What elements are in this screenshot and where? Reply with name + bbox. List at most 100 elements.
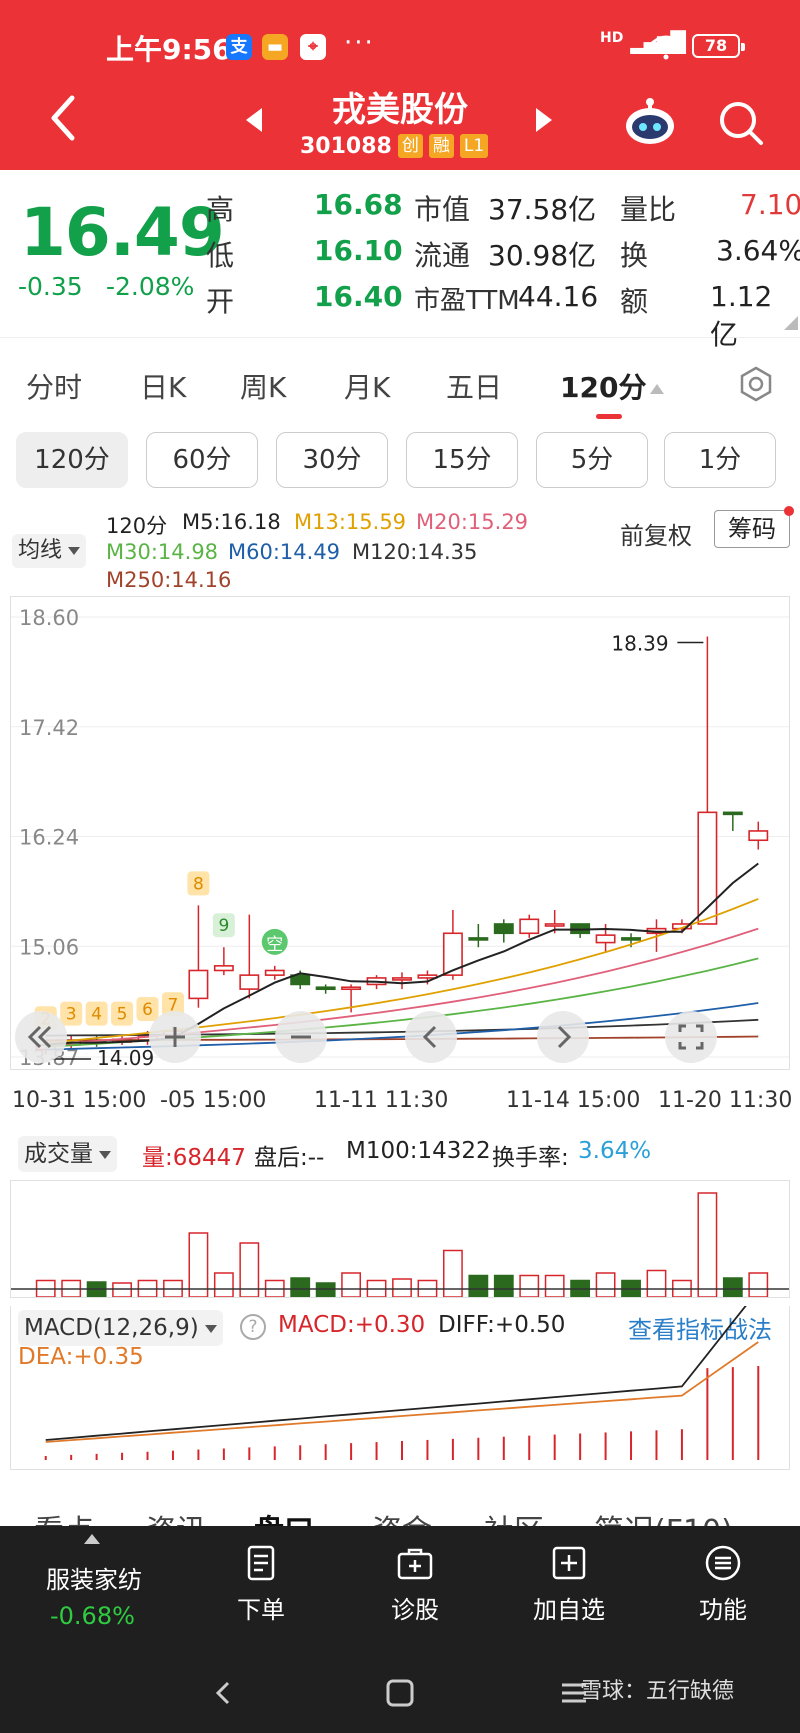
- nav-home-icon[interactable]: [382, 1675, 418, 1711]
- caret-up-icon: [84, 1534, 100, 1544]
- diagnose-label: 诊股: [391, 1596, 439, 1624]
- marker-label: 6: [142, 1000, 153, 1020]
- volume-chart-svg: [11, 1192, 789, 1298]
- search-icon[interactable]: [716, 98, 766, 148]
- kline-chart[interactable]: 18.6017.4216.2415.0613.8718.3914.0923456…: [10, 596, 790, 1070]
- volume-bar: [544, 1274, 565, 1298]
- dropdown-icon: [99, 1150, 111, 1159]
- count-marker: [60, 1001, 83, 1026]
- candle-body: [748, 830, 769, 842]
- amount-value: 1.12亿: [710, 280, 773, 351]
- candle-body: [493, 923, 514, 935]
- sector-name[interactable]: 服装家纺: [46, 1566, 142, 1594]
- robot-assistant-icon[interactable]: [622, 96, 678, 146]
- turnover-rate-value: 3.64%: [578, 1138, 652, 1164]
- macd-dea: DEA:+0.35: [18, 1344, 144, 1370]
- tab-monthly-k[interactable]: 月K: [344, 371, 391, 404]
- order-label: 下单: [237, 1596, 285, 1624]
- tab-order-book[interactable]: 盘口: [254, 1506, 314, 1526]
- caret-up-icon: [650, 384, 665, 394]
- candle-body: [519, 918, 540, 935]
- volume-selector-label: 成交量: [24, 1141, 93, 1167]
- pan-right-button[interactable]: [536, 1010, 590, 1064]
- tab-daily-k[interactable]: 日K: [140, 371, 187, 404]
- volume-bar: [112, 1282, 132, 1298]
- ma-selector[interactable]: 均线: [12, 534, 87, 568]
- nav-menu-icon[interactable]: [556, 1675, 592, 1711]
- volume-bar: [646, 1269, 667, 1298]
- tab-five-day[interactable]: 五日: [446, 371, 503, 404]
- zoom-in-button[interactable]: [148, 1010, 202, 1064]
- x-label-3: 11-14 15:00: [506, 1088, 641, 1113]
- subtab-30min[interactable]: 30分: [276, 432, 388, 488]
- subtab-120min[interactable]: 120分: [16, 432, 128, 488]
- tab-intraday[interactable]: 分时: [26, 371, 83, 404]
- volume-selector[interactable]: 成交量: [18, 1136, 117, 1172]
- diagnose-button[interactable]: 诊股: [360, 1544, 470, 1625]
- volume-bar: [519, 1274, 540, 1298]
- volume-bar: [595, 1272, 616, 1298]
- tab-weekly-k[interactable]: 周K: [240, 371, 287, 404]
- subtab-60min[interactable]: 60分: [146, 432, 258, 488]
- chips-button[interactable]: 筹码: [714, 510, 790, 548]
- after-hours: 盘后:--: [254, 1145, 325, 1171]
- adjust-mode-button[interactable]: 前复权: [620, 522, 692, 550]
- candle-body: [595, 934, 616, 944]
- functions-button[interactable]: 功能: [668, 1544, 778, 1625]
- indicator-strategy-link[interactable]: 查看指标战法: [628, 1316, 772, 1344]
- ma-m250: M250:14.16: [106, 568, 232, 592]
- order-button[interactable]: 下单: [206, 1544, 316, 1625]
- pan-left-button[interactable]: [404, 1010, 458, 1064]
- volume-bar: [290, 1277, 311, 1298]
- new-dot-icon: [784, 506, 794, 516]
- turnover-label: 换: [620, 239, 649, 272]
- prev-stock-button[interactable]: [246, 108, 262, 132]
- help-icon[interactable]: ?: [240, 1314, 266, 1340]
- tab-capital[interactable]: 资金: [372, 1506, 432, 1526]
- ma-m13: M13:15.59: [294, 510, 407, 534]
- back-button[interactable]: [40, 88, 86, 148]
- next-stock-button[interactable]: [536, 108, 552, 132]
- subtab-5min[interactable]: 5分: [536, 432, 648, 488]
- ma-m20: M20:15.29: [416, 510, 529, 534]
- subtab-15min[interactable]: 15分: [406, 432, 518, 488]
- y-tick-label: 18.60: [19, 606, 79, 630]
- marker-label: 7: [168, 995, 179, 1015]
- stock-code: 301088: [300, 133, 392, 159]
- tab-120min[interactable]: 120分: [560, 366, 665, 406]
- volume-bar: [722, 1277, 743, 1298]
- tab-community[interactable]: 社区: [484, 1506, 544, 1526]
- macd-chart: [10, 1289, 790, 1470]
- x-label-1: -05 15:00: [160, 1088, 267, 1113]
- tab-news[interactable]: 资讯: [146, 1506, 206, 1526]
- add-watchlist-label: 加自选: [533, 1596, 605, 1624]
- tab-f10[interactable]: 简况(F10): [594, 1506, 733, 1526]
- macd-selector[interactable]: MACD(12,26,9): [18, 1310, 223, 1346]
- tag-l1: L1: [459, 134, 489, 158]
- quote-panel: 16.49 -0.35 -2.08% 高 16.68 低 16.10 开 16.…: [0, 170, 800, 351]
- add-watchlist-button[interactable]: 加自选: [514, 1544, 624, 1625]
- tag-chuang: 创: [397, 134, 423, 158]
- max-price-label: 18.39: [611, 632, 668, 656]
- functions-label: 功能: [699, 1596, 747, 1624]
- volume-bar: [468, 1274, 489, 1298]
- marker-label: 9: [218, 916, 229, 936]
- expand-corner-icon[interactable]: [784, 316, 798, 330]
- x-label-0: 10-31 15:00: [12, 1088, 147, 1113]
- more-notifications-icon: ···: [344, 28, 375, 58]
- volume-bar: [442, 1249, 463, 1298]
- rewind-button[interactable]: [14, 1010, 68, 1064]
- settings-hexagon-icon[interactable]: [738, 366, 774, 402]
- ma-period: 120分: [106, 514, 168, 538]
- ma-m5: M5:16.18: [182, 510, 281, 534]
- marker-label: 空: [266, 935, 283, 955]
- y-tick-label: 16.24: [19, 826, 79, 850]
- zoom-out-button[interactable]: [274, 1010, 328, 1064]
- nav-back-icon[interactable]: [206, 1675, 242, 1711]
- subtab-1min[interactable]: 1分: [664, 432, 776, 488]
- volume-bar: [697, 1192, 718, 1298]
- x-label-2: 11-11 11:30: [314, 1088, 449, 1113]
- fullscreen-button[interactable]: [664, 1010, 718, 1064]
- period-tabs: 分时 日K 周K 月K 五日 120分: [0, 352, 800, 412]
- tab-highlights[interactable]: 看点: [34, 1506, 94, 1526]
